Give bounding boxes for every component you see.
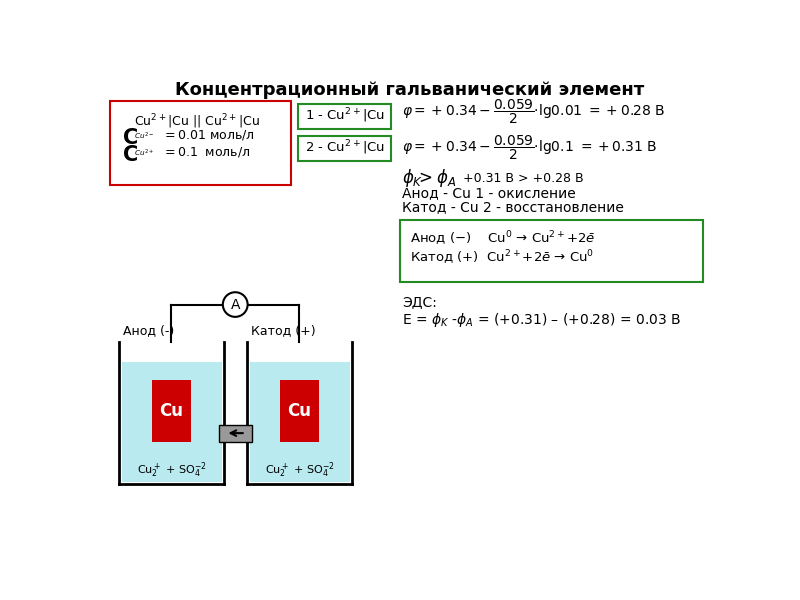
- Text: Катод (+)  Cu$^{2+}$+2$\bar{e}$ → Cu$^0$: Катод (+) Cu$^{2+}$+2$\bar{e}$ → Cu$^0$: [410, 249, 594, 268]
- Text: $\phi_K\!\!>\phi_A$: $\phi_K\!\!>\phi_A$: [402, 167, 457, 189]
- Text: $_{Cu^{2+}}$: $_{Cu^{2+}}$: [134, 148, 154, 159]
- FancyBboxPatch shape: [110, 101, 291, 185]
- Text: Анод (-): Анод (-): [123, 324, 174, 337]
- Text: $\mathbf{C}$: $\mathbf{C}$: [122, 145, 138, 165]
- Text: $\varphi = +0.34 - \dfrac{0.059}{2}{\cdot}$lg0.1 $= +0.31$ В: $\varphi = +0.34 - \dfrac{0.059}{2}{\cdo…: [402, 133, 658, 161]
- Text: $\varphi = +0.34 - \dfrac{0.059}{2}{\cdot}$lg0.01 $= +0.28$ В: $\varphi = +0.34 - \dfrac{0.059}{2}{\cdo…: [402, 98, 666, 126]
- Bar: [122, 362, 222, 482]
- Text: Cu: Cu: [287, 402, 311, 420]
- Bar: [280, 380, 318, 442]
- Text: Концентрационный гальванический элемент: Концентрационный гальванический элемент: [175, 81, 645, 99]
- FancyBboxPatch shape: [298, 104, 390, 129]
- Text: Анод (−)    Cu$^0$ → Cu$^{2+}$+2$\bar{e}$: Анод (−) Cu$^0$ → Cu$^{2+}$+2$\bar{e}$: [410, 230, 595, 248]
- Text: Катод - Cu 2 - восстановление: Катод - Cu 2 - восстановление: [402, 200, 624, 214]
- Bar: [152, 380, 190, 442]
- Bar: [219, 425, 252, 442]
- Text: Cu$^{2+}$|Cu || Cu$^{2+}$|Cu: Cu$^{2+}$|Cu || Cu$^{2+}$|Cu: [134, 112, 260, 131]
- Text: Cu$_2^+$ + SO$_4^{-2}$: Cu$_2^+$ + SO$_4^{-2}$: [265, 460, 334, 480]
- Text: Cu$_2^+$ + SO$_4^{-2}$: Cu$_2^+$ + SO$_4^{-2}$: [137, 460, 206, 480]
- Text: A: A: [230, 298, 240, 311]
- Text: $\mathbf{C}$: $\mathbf{C}$: [122, 128, 138, 148]
- Text: E = $\phi_K$ -$\phi_A$ = (+0.31) – (+0.28) = 0.03 В: E = $\phi_K$ -$\phi_A$ = (+0.31) – (+0.2…: [402, 311, 682, 329]
- FancyBboxPatch shape: [298, 136, 390, 161]
- Text: ЭДС:: ЭДС:: [402, 295, 437, 310]
- Bar: [250, 362, 350, 482]
- Text: 1 - Cu$^{2+}$|Cu: 1 - Cu$^{2+}$|Cu: [305, 107, 385, 125]
- Text: $= 0.01$ моль/л: $= 0.01$ моль/л: [162, 128, 254, 142]
- FancyBboxPatch shape: [400, 220, 703, 282]
- Text: 2 - Cu$^{2+}$|Cu: 2 - Cu$^{2+}$|Cu: [305, 138, 385, 157]
- Text: Cu: Cu: [159, 402, 183, 420]
- Circle shape: [223, 292, 248, 317]
- Text: Катод (+): Катод (+): [251, 324, 316, 337]
- Text: +0.31 В > +0.28 В: +0.31 В > +0.28 В: [462, 172, 583, 185]
- Text: $= 0.1\;$ моль/л: $= 0.1\;$ моль/л: [162, 145, 250, 159]
- Text: Анод - Cu 1 - окисление: Анод - Cu 1 - окисление: [402, 186, 576, 200]
- Text: $_{Cu^{2-}}$: $_{Cu^{2-}}$: [134, 131, 154, 142]
